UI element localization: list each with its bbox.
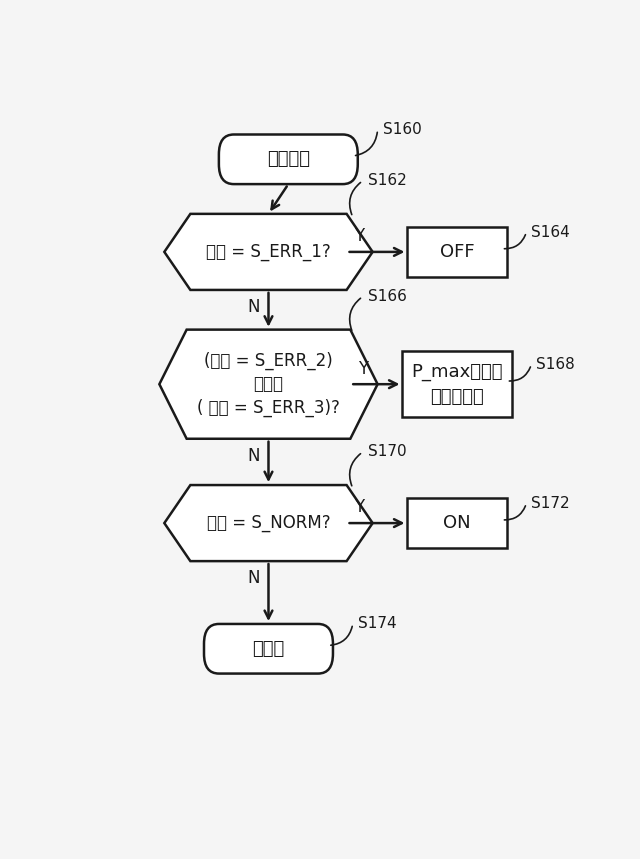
FancyBboxPatch shape <box>204 624 333 673</box>
Bar <box>408 498 507 548</box>
Polygon shape <box>159 330 378 439</box>
Text: S174: S174 <box>358 616 396 631</box>
Bar <box>403 351 511 417</box>
Text: S172: S172 <box>531 496 570 511</box>
Text: エラー: エラー <box>252 640 285 658</box>
Text: S164: S164 <box>531 224 570 240</box>
Text: Y: Y <box>354 498 364 516</box>
Text: P_max低減を
オンにする: P_max低減を オンにする <box>412 362 502 405</box>
Text: S166: S166 <box>367 289 406 304</box>
Text: S160: S160 <box>383 122 421 137</box>
Text: S162: S162 <box>367 174 406 188</box>
Text: N: N <box>247 298 260 316</box>
Polygon shape <box>164 485 372 561</box>
Text: Y: Y <box>358 360 368 378</box>
Text: N: N <box>247 569 260 587</box>
Bar <box>408 227 507 277</box>
Text: OFF: OFF <box>440 243 474 261</box>
Text: N: N <box>247 447 260 465</box>
Text: 状態 = S_NORM?: 状態 = S_NORM? <box>207 514 330 532</box>
Text: S170: S170 <box>367 444 406 460</box>
Text: S168: S168 <box>536 356 575 372</box>
Polygon shape <box>164 214 372 290</box>
Text: ON: ON <box>443 514 471 532</box>
Text: 状態 = S_ERR_1?: 状態 = S_ERR_1? <box>206 243 331 261</box>
FancyBboxPatch shape <box>219 135 358 184</box>
Text: Y: Y <box>354 228 364 246</box>
Text: (状態 = S_ERR_2)
または
( 状態 = S_ERR_3)?: (状態 = S_ERR_2) または ( 状態 = S_ERR_3)? <box>197 351 340 417</box>
Text: 開始する: 開始する <box>267 150 310 168</box>
